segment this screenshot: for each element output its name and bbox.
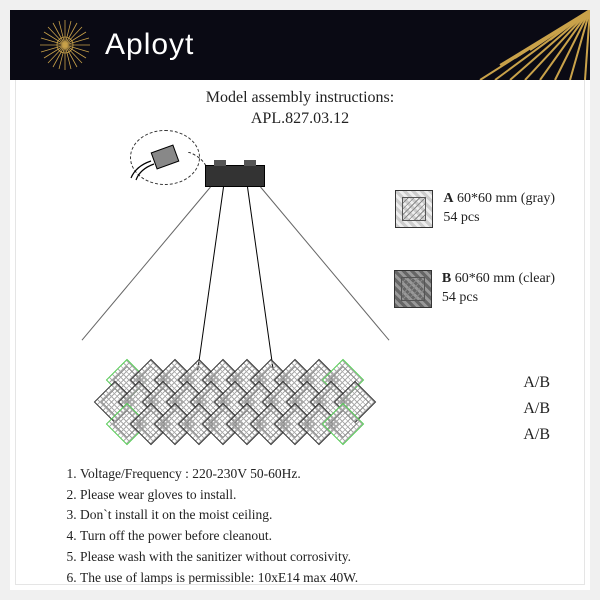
chandelier-body bbox=[55, 365, 415, 445]
part-a-icon bbox=[395, 190, 433, 228]
row-label-1: A/B bbox=[523, 370, 550, 396]
document-page: Aployt Model assembly instructions: APL.… bbox=[10, 10, 590, 590]
instruction-1: Voltage/Frequency : 220-230V 50-60Hz. bbox=[80, 464, 550, 485]
part-b-letter: B bbox=[442, 271, 451, 286]
part-a-block: A 60*60 mm (gray) 54 pcs bbox=[395, 190, 555, 228]
ceiling-mount-icon bbox=[205, 165, 265, 187]
brand-header: Aployt bbox=[10, 10, 590, 80]
part-a-letter: A bbox=[443, 191, 453, 206]
instruction-2: Please wear gloves to install. bbox=[80, 485, 550, 506]
row-label-3: A/B bbox=[523, 422, 550, 448]
part-b-spec: 60*60 mm (clear) bbox=[455, 271, 555, 286]
part-b-icon bbox=[394, 270, 432, 308]
support-cable-left bbox=[82, 186, 211, 340]
corner-rays-icon bbox=[440, 10, 590, 80]
wire-right bbox=[247, 187, 274, 370]
brand-name: Aployt bbox=[105, 28, 194, 62]
instruction-3: Don`t install it on the moist ceiling. bbox=[80, 505, 550, 526]
row-label-2: A/B bbox=[523, 396, 550, 422]
wire-left bbox=[197, 187, 224, 370]
crystal-row-3 bbox=[55, 409, 415, 439]
part-b-qty: 54 pcs bbox=[442, 289, 555, 307]
sunburst-logo-icon bbox=[40, 20, 90, 70]
row-labels: A/B A/B A/B bbox=[523, 370, 550, 448]
part-b-text: B 60*60 mm (clear) 54 pcs bbox=[442, 270, 555, 306]
part-a-spec: 60*60 mm (gray) bbox=[457, 191, 555, 206]
part-a-qty: 54 pcs bbox=[443, 209, 555, 227]
part-a-text: A 60*60 mm (gray) 54 pcs bbox=[443, 190, 555, 226]
assembly-diagram: A/B A/B A/B A 60*60 mm (gray) 54 pcs B 6… bbox=[10, 130, 590, 460]
title-line-2: APL.827.03.12 bbox=[10, 109, 590, 130]
title-block: Model assembly instructions: APL.827.03.… bbox=[10, 88, 590, 130]
instruction-4: Turn off the power before cleanout. bbox=[80, 526, 550, 547]
title-line-1: Model assembly instructions: bbox=[10, 88, 590, 109]
support-cable-right bbox=[260, 186, 389, 340]
instruction-5: Please wash with the sanitizer without c… bbox=[80, 547, 550, 568]
part-b-block: B 60*60 mm (clear) 54 pcs bbox=[394, 270, 555, 308]
instructions-list: Voltage/Frequency : 220-230V 50-60Hz. Pl… bbox=[10, 460, 590, 590]
instruction-6: The use of lamps is permissible: 10xE14 … bbox=[80, 568, 550, 589]
